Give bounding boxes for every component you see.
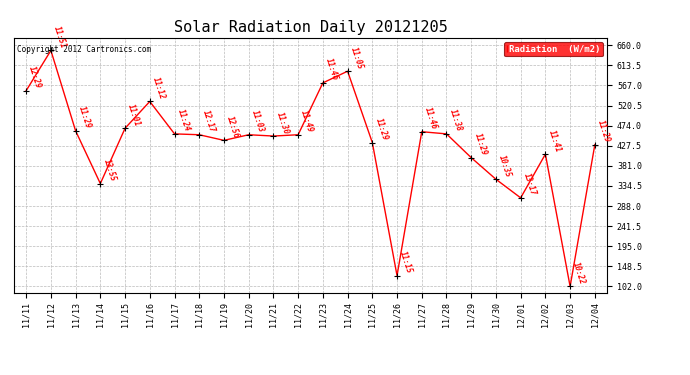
- Text: 10:22: 10:22: [571, 261, 587, 286]
- Text: 12:56: 12:56: [225, 115, 241, 140]
- Text: 11:24: 11:24: [176, 108, 191, 133]
- Text: 11:12: 11:12: [151, 76, 167, 100]
- Text: 12:29: 12:29: [28, 65, 43, 90]
- Text: 11:29: 11:29: [473, 132, 488, 157]
- Text: 10:35: 10:35: [497, 154, 513, 178]
- Title: Solar Radiation Daily 20121205: Solar Radiation Daily 20121205: [174, 20, 447, 35]
- Text: 11:46: 11:46: [423, 106, 439, 131]
- Legend: Radiation  (W/m2): Radiation (W/m2): [504, 42, 602, 56]
- Text: 11:15: 11:15: [398, 250, 414, 275]
- Text: 11:29: 11:29: [596, 119, 612, 144]
- Text: 13:17: 13:17: [522, 172, 538, 197]
- Text: 11:46: 11:46: [324, 57, 339, 82]
- Text: 12:17: 12:17: [201, 109, 216, 134]
- Text: 11:29: 11:29: [77, 105, 92, 130]
- Text: 13:55: 13:55: [101, 158, 117, 183]
- Text: 11:38: 11:38: [448, 108, 464, 133]
- Text: 11:05: 11:05: [349, 46, 364, 70]
- Text: 11:41: 11:41: [546, 129, 562, 153]
- Text: 11:01: 11:01: [126, 103, 142, 128]
- Text: Copyright 2012 Cartronics.com: Copyright 2012 Cartronics.com: [17, 45, 151, 54]
- Text: 11:29: 11:29: [373, 117, 389, 142]
- Text: 11:49: 11:49: [299, 109, 315, 134]
- Text: 11:51: 11:51: [52, 25, 68, 50]
- Text: 11:30: 11:30: [275, 110, 290, 135]
- Text: 11:03: 11:03: [250, 109, 266, 134]
